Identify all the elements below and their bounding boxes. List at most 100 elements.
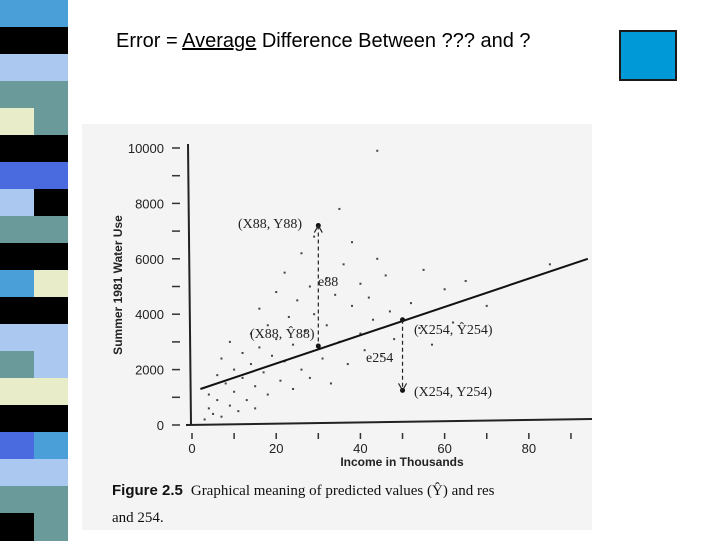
scanned-figure-background — [82, 124, 592, 530]
annotations: (X88, Y88) e88 (X88, Ŷ88) (X254, Ŷ254) e254 (… — [238, 217, 493, 400]
scatter-point — [266, 324, 269, 327]
stripe-segment — [0, 162, 68, 190]
scatter-point — [443, 288, 446, 291]
scatter-point — [376, 257, 379, 260]
residual-88-arrow — [313, 224, 323, 233]
scatter-point — [376, 149, 379, 152]
scatter-point — [266, 393, 269, 396]
scatter-point — [249, 363, 252, 366]
x-tick-label: 60 — [437, 441, 451, 456]
scatter-point — [216, 399, 219, 402]
scatter-point — [308, 285, 311, 288]
scatter-point — [207, 393, 210, 396]
stripe-segment — [34, 108, 68, 136]
scatter-point — [233, 390, 236, 393]
y-tick-label: 6000 — [135, 252, 164, 267]
y-tick-label: 0 — [157, 418, 164, 433]
stripe-segment — [0, 324, 68, 352]
chart-axes — [185, 143, 593, 426]
scatter-point — [418, 327, 421, 330]
regression-line-group — [200, 257, 589, 390]
stripe-segment — [0, 216, 68, 244]
scatter-point — [422, 268, 425, 271]
blue-box — [619, 30, 677, 81]
title-underlined-word: Average — [182, 30, 257, 52]
scatter-point — [292, 387, 295, 390]
y-tick-label: 10000 — [128, 141, 164, 156]
x-tick-label: 40 — [353, 441, 367, 456]
scatter-point — [287, 315, 290, 318]
y-tick-label: 2000 — [135, 363, 164, 378]
scatter-point — [279, 379, 282, 382]
annotation-resid-254: e254 — [366, 351, 393, 366]
caption-text: Graphical meaning of predicted values (Ŷ… — [190, 483, 495, 499]
annotation-resid-88: e88 — [318, 275, 338, 290]
scatter-point — [228, 340, 231, 343]
figure-label: Figure 2.5 — [112, 482, 183, 499]
stripe-segment — [0, 243, 68, 271]
scatter-point — [262, 371, 265, 374]
scatter-point — [313, 313, 316, 316]
scatter-point — [258, 307, 261, 310]
scatter-point — [237, 410, 240, 413]
scatter-point — [220, 415, 223, 418]
stripe-segment — [0, 486, 68, 514]
scatter-point — [359, 332, 362, 335]
scatter-point — [485, 304, 488, 307]
y-axis-title: Summer 1981 Water Use — [111, 215, 125, 355]
scatter-point — [258, 346, 261, 349]
stripe-segment — [34, 270, 68, 298]
scatter-point — [367, 296, 370, 299]
y-axis-line — [187, 143, 192, 426]
x-tick-label: 20 — [269, 441, 283, 456]
x-tick-label: 80 — [522, 441, 536, 456]
scatter-point — [249, 332, 252, 335]
stripe-segment — [34, 432, 68, 460]
scatter-point — [254, 407, 257, 410]
scatter-point — [372, 318, 375, 321]
scatter-point — [359, 282, 362, 285]
y-tick-label: 8000 — [135, 196, 164, 211]
scatter-point — [304, 329, 307, 332]
stripe-segment — [0, 405, 68, 433]
scatter-point — [452, 321, 455, 324]
regression-line — [200, 257, 589, 390]
stripe-segment — [0, 54, 68, 82]
scatter-point — [254, 385, 257, 388]
scatter-point — [271, 354, 273, 357]
annotation-pred-88: (X88, Ŷ88) — [250, 325, 315, 342]
stripe-segment — [34, 189, 68, 217]
figure-caption: Figure 2.5 Graphical meaning of predicted… — [112, 482, 495, 500]
scatter-point — [380, 354, 383, 357]
scatter-point — [212, 412, 215, 415]
annotation-obs-254: (X254, Y254) — [414, 385, 492, 400]
scatter-point — [275, 338, 278, 341]
scatter-point — [409, 302, 412, 305]
scatter-point — [464, 279, 467, 282]
scatter-point — [325, 324, 328, 327]
scatter-point — [384, 274, 387, 277]
scatter-point — [300, 368, 303, 371]
scatter-point — [329, 382, 332, 385]
stripe-segment — [0, 459, 68, 487]
stripe-segment — [34, 27, 68, 55]
slide-title: Error = Average Difference Between ??? a… — [116, 30, 531, 53]
scatter-point — [321, 357, 324, 360]
residual-254-arrow — [398, 383, 408, 392]
scatter-point — [283, 271, 286, 274]
scatter-point — [325, 277, 328, 280]
scatter-point — [342, 263, 345, 266]
stripe-segment — [0, 0, 68, 28]
x-axis-ticks: 0 20 40 60 80 — [188, 433, 572, 456]
scatter-point — [228, 404, 231, 407]
title-prefix: Error = — [116, 30, 183, 52]
x-tick-label: 0 — [188, 441, 195, 456]
x-axis-line — [185, 418, 593, 426]
scatter-point — [275, 291, 278, 294]
scatter-point — [241, 376, 244, 379]
scatter-point — [292, 343, 295, 346]
stripe-segment — [34, 513, 68, 541]
scatter-point — [203, 418, 206, 421]
figure-caption-line2: and 254. — [112, 510, 164, 526]
y-axis-ticks: 0 2000 4000 6000 8000 10000 — [128, 141, 180, 433]
